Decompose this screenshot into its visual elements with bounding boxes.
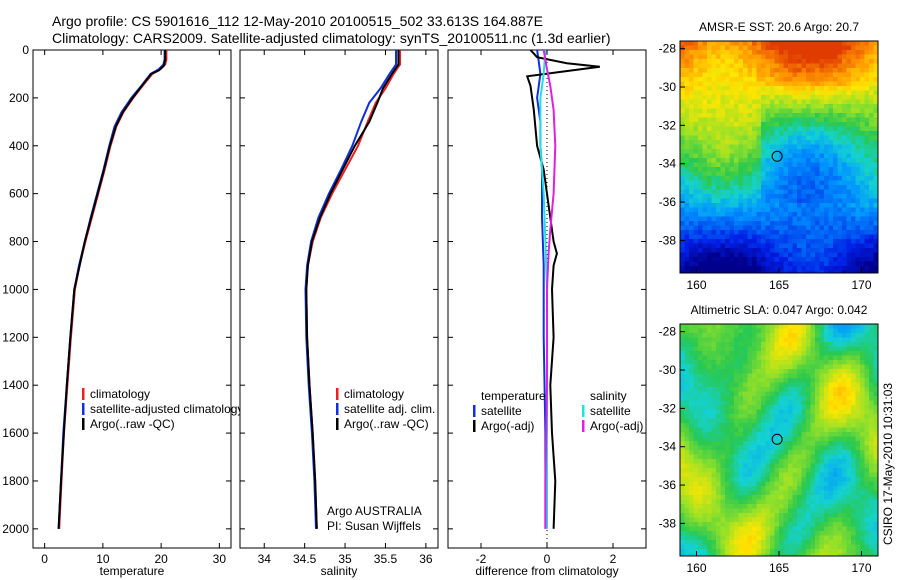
x-tick-label: 35.5 [374,552,398,566]
x-tick-label: 34.5 [293,552,317,566]
legend-entry: satellite [590,404,631,418]
plot-frame [239,49,439,549]
legend-entry: climatology [344,387,404,401]
sla-map-panel: Altimetric SLA: 0.047 Argo: 0.042 160 165 1… [659,303,879,575]
y-tick-label: -32 [659,118,677,132]
series-group [304,50,401,529]
y-tick-label: 200 [9,91,29,105]
legend-swatch [582,405,585,417]
x-tick-label: 160 [686,561,706,575]
y-tick-label: -30 [659,80,677,94]
map-title: Altimetric SLA: 0.047 Argo: 0.042 [691,303,868,317]
legend-heading: temperature [481,389,546,403]
y-tick-label: 1000 [2,282,29,296]
x-tick-label: 34 [258,552,272,566]
y-tick-label: 600 [9,187,29,201]
y-tick-label: 400 [9,139,29,153]
x-axis-label: salinity [321,564,358,578]
legend-swatch [473,420,476,432]
y-tick-label: -38 [659,516,677,530]
sst-map-panel: AMSR-E SST: 20.6 Argo: 20.7 160 165 170 -28 -… [659,20,879,292]
legend-swatch [82,418,85,430]
legend-swatch [336,388,339,400]
legend-entry: Argo(-adj) [590,419,643,433]
x-tick-label: 165 [769,278,789,292]
series-line [525,50,600,529]
x-tick-label: 35 [338,552,352,566]
x-tick-label: -2 [476,552,487,566]
map-image [680,41,878,273]
argo-location-marker [771,150,783,162]
series-line [542,50,557,529]
y-tick-label: -36 [659,195,677,209]
y-tick-label: -32 [659,401,677,415]
legend-swatch [82,403,85,415]
legend-swatch [336,403,339,415]
y-tick-label: -28 [659,42,677,56]
legend-entry: climatology [90,387,150,401]
x-axis-label: temperature [100,564,165,578]
legend-entry: Argo(..raw -QC) [344,417,429,431]
x-tick-label: 160 [686,278,706,292]
y-tick-label: 1400 [2,378,29,392]
y-tick-label: -30 [659,363,677,377]
legend-heading: salinity [590,389,627,403]
x-tick-label: 0 [41,552,48,566]
y-tick-label: 0 [22,43,29,57]
legend-swatch [336,418,339,430]
legend-swatch [582,420,585,432]
legend-entry: Argo(-adj) [481,419,534,433]
x-tick-label: 20 [154,552,168,566]
legend-entry: Argo(..raw -QC) [90,417,175,431]
map-image [680,324,878,556]
y-tick-label: 1200 [2,330,29,344]
plot-frame [32,49,232,549]
legend-entry: satellite adj. clim. [344,402,435,416]
series-group [57,50,168,529]
x-tick-label: 170 [851,278,871,292]
argo-annotation: Argo AUSTRALIA [327,504,422,518]
legend-swatch [473,405,476,417]
x-tick-label: 0 [544,552,551,566]
figure-title-line-2: Climatology: CARS2009. Satellite-adjuste… [52,30,611,46]
x-tick-label: 10 [96,552,110,566]
x-tick-label: 2 [610,552,617,566]
series-line [305,50,400,529]
x-axis-label: difference from climatology [475,564,618,578]
y-tick-label: 2000 [2,522,29,536]
y-tick-label: -28 [659,325,677,339]
legend-entry: satellite-adjusted climatology [90,402,243,416]
figure-title-line-1: Argo profile: CS 5901616_112 12-May-2010… [52,13,543,29]
y-tick-label: 1600 [2,426,29,440]
y-tick-label: -34 [659,157,677,171]
argo-location-marker [771,433,783,445]
series-group [525,50,600,529]
y-tick-label: 800 [9,235,29,249]
legend-swatch [82,388,85,400]
temperature-panel: 0 10 20 30 0 200 400 600 800 1000 1200 1400 1600 1800… [2,43,243,578]
legend-entry: satellite [481,404,522,418]
x-tick-label: 30 [213,552,227,566]
y-tick-label: -38 [659,233,677,247]
series-line [57,50,167,529]
map-title: AMSR-E SST: 20.6 Argo: 20.7 [699,20,859,34]
x-tick-label: 165 [769,561,789,575]
x-tick-label: 170 [851,561,871,575]
side-timestamp-label: CSIRO 17-May-2010 10:31:03 [881,383,895,545]
x-tick-label: 36 [419,552,433,566]
y-tick-label: -36 [659,478,677,492]
y-tick-label: 1800 [2,474,29,488]
argo-annotation: PI: Susan Wijffels [327,519,421,533]
salinity-panel: 34 34.5 35 35.5 36 salinity climatologysatelli… [239,49,439,578]
y-tick-label: -34 [659,440,677,454]
